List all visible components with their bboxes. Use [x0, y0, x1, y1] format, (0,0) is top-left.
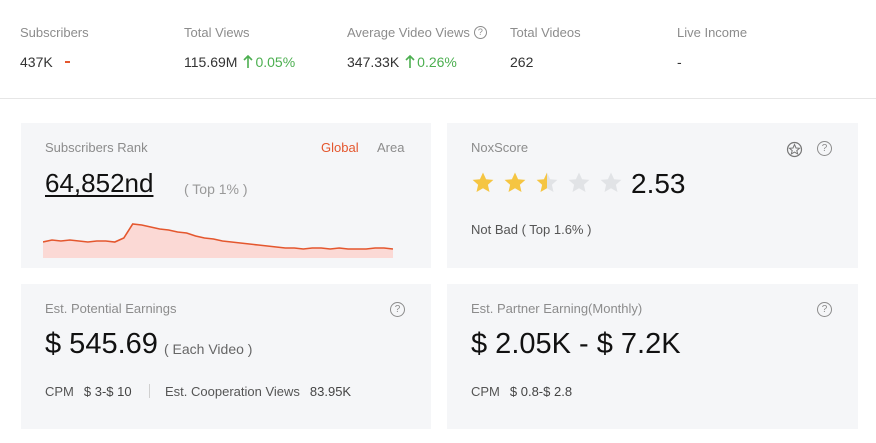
potential-earnings-card: Est. Potential Earnings ? $ 545.69 ( Eac…	[21, 284, 431, 429]
stat-label: Average Video Views	[347, 25, 470, 40]
stat-value: 437K	[20, 54, 53, 70]
coop-value: 83.95K	[309, 384, 352, 399]
change-value: 0.26%	[417, 54, 457, 70]
stat-average-video-views: Average Video Views ? 347.33K 0.26%	[347, 25, 487, 70]
stat-total-views: Total Views 115.69M 0.05%	[184, 25, 295, 70]
rank-value[interactable]: 64,852nd	[45, 168, 154, 198]
stat-value-row: 437K	[20, 54, 89, 70]
nox-score: 2.53	[631, 168, 686, 199]
change-value: 0.05%	[255, 54, 296, 70]
stat-value-row: 115.69M 0.05%	[184, 54, 295, 70]
tab-area[interactable]: Area	[377, 140, 405, 155]
star-icon	[536, 172, 558, 192]
stat-subscribers: Subscribers 437K	[20, 25, 89, 70]
cpm-label: CPM	[45, 384, 74, 399]
cpm-row: CPM $ 0.8-$ 2.8	[471, 384, 572, 399]
stat-label: Subscribers	[20, 25, 89, 40]
stat-value-row: 347.33K 0.26%	[347, 54, 487, 70]
stat-label: Live Income	[677, 25, 748, 40]
stat-value: -	[677, 54, 682, 70]
stat-value: 262	[510, 54, 534, 70]
rank-trend-chart	[43, 223, 393, 258]
help-icon[interactable]: ?	[473, 26, 487, 39]
badge-icon[interactable]	[786, 141, 803, 158]
arrow-up-icon	[243, 55, 254, 68]
trend-line	[43, 223, 393, 250]
stat-label-row: Average Video Views ?	[347, 25, 487, 40]
cpm-label: CPM	[471, 384, 500, 399]
help-icon[interactable]: ?	[817, 141, 832, 156]
tab-global[interactable]: Global	[321, 140, 359, 155]
stat-value: 347.33K	[347, 54, 400, 70]
stat-value: 115.69M	[184, 54, 238, 70]
noxscore-card: NoxScore ? 2.53 Not Bad ( Top 1.6% )	[447, 123, 858, 268]
card-title: Est. Potential Earnings	[45, 301, 177, 316]
rank-top-percent: ( Top 1% )	[184, 181, 248, 197]
coop-views-row: Est. Cooperation Views 83.95K	[165, 384, 351, 399]
change-indicator: 0.05%	[243, 54, 295, 70]
nox-description: Not Bad ( Top 1.6% )	[471, 222, 592, 237]
stat-live-income: Live Income -	[677, 25, 747, 70]
help-icon[interactable]: ?	[817, 302, 832, 317]
card-title: NoxScore	[471, 140, 529, 155]
no-change-indicator	[64, 61, 70, 63]
stat-label: Total Views	[184, 25, 250, 40]
stat-label: Total Videos	[510, 25, 581, 40]
arrow-up-icon	[405, 55, 415, 68]
subscribers-rank-card: Subscribers Rank Global Area 64,852nd ( …	[21, 123, 431, 268]
card-title: Subscribers Rank	[45, 140, 148, 155]
change-indicator: 0.26%	[405, 54, 457, 70]
star-icon	[472, 172, 494, 192]
star-icon	[600, 172, 622, 192]
coop-label: Est. Cooperation Views	[165, 384, 300, 399]
stat-total-videos: Total Videos 262	[510, 25, 581, 70]
cpm-value: $ 3-$ 10	[83, 384, 132, 399]
star-icon	[568, 172, 590, 192]
partner-earning-card: Est. Partner Earning(Monthly) ? $ 2.05K …	[447, 284, 858, 429]
star-icon	[504, 172, 526, 192]
cpm-row: CPM $ 3-$ 10	[45, 384, 132, 399]
earnings-unit: ( Each Video )	[164, 341, 253, 357]
partner-earning-value: $ 2.05K - $ 7.2K	[471, 328, 681, 360]
earnings-value: $ 545.69	[45, 328, 158, 360]
divider	[149, 384, 150, 398]
help-icon[interactable]: ?	[390, 302, 405, 317]
cpm-value: $ 0.8-$ 2.8	[509, 384, 573, 399]
stats-bar: Subscribers 437K Total Views 115.69M 0.0…	[0, 0, 876, 99]
card-title: Est. Partner Earning(Monthly)	[471, 301, 643, 316]
star-rating	[471, 171, 631, 195]
